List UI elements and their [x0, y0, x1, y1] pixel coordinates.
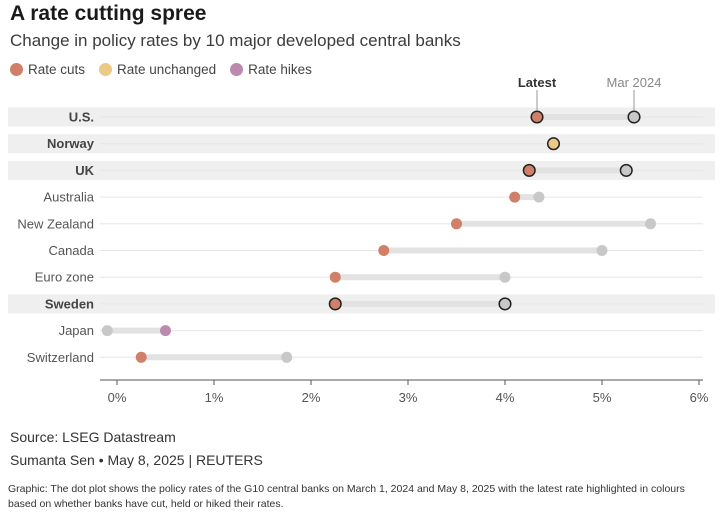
latest-annotation: Latest [518, 75, 557, 90]
previous-dot-canada [596, 245, 608, 256]
row-label-uk: UK [75, 163, 94, 178]
source-note: Source: LSEG Datastream [10, 429, 176, 445]
legend-swatch-unchanged [99, 63, 113, 76]
legend-label-cuts: Rate cuts [28, 62, 86, 77]
legend-swatch-cuts [10, 63, 23, 76]
row-label-switzerland: Switzerland [27, 350, 94, 365]
previous-dot-switzerland [281, 351, 293, 363]
legend-item-unchanged: Rate unchanged [99, 62, 216, 77]
previous-dot-australia [533, 191, 545, 203]
row-label-new-zealand: New Zealand [17, 216, 94, 231]
x-tick-label-6: 6% [690, 390, 709, 405]
x-tick-label-0: 0% [108, 390, 127, 405]
row-label-japan: Japan [59, 323, 94, 338]
latest-dot-australia [509, 191, 521, 203]
latest-dot-sweden [328, 297, 342, 311]
latest-dot-uk [522, 163, 536, 177]
previous-dot-sweden [498, 297, 512, 311]
legend-item-cuts: Rate cuts [10, 62, 85, 77]
latest-dot-new-zealand [451, 218, 462, 230]
previous-dot-new-zealand [645, 218, 656, 230]
legend-swatch-hikes [230, 63, 244, 76]
chart-subtitle: Change in policy rates by 10 major devel… [10, 31, 461, 50]
legend: Rate cuts Rate unchanged Rate hikes [10, 62, 312, 77]
latest-dot-norway [546, 137, 561, 151]
dot-plot-chart: Latest Mar 2024 U.S. Norway UK Australia New Z… [8, 75, 715, 405]
legend-label-unchanged: Rate unchanged [117, 62, 217, 77]
graphic-description: Graphic: The dot plot shows the policy r… [8, 483, 685, 510]
x-tick-label-5: 5% [593, 390, 612, 405]
row-label-norway: Norway [47, 136, 95, 151]
previous-dot-euro-zone [499, 271, 511, 283]
x-tick-label-1: 1% [205, 390, 224, 405]
legend-item-hikes: Rate hikes [230, 62, 312, 77]
row-label-u-s: U.S. [69, 110, 94, 125]
chart-title: A rate cutting spree [10, 2, 207, 25]
x-tick-label-2: 2% [302, 390, 321, 405]
latest-dot-japan [160, 325, 171, 337]
row-label-euro-zone: Euro zone [35, 270, 94, 285]
previous-dot-japan [101, 325, 113, 337]
row-label-australia: Australia [43, 190, 94, 205]
previous-dot-uk [619, 163, 633, 177]
legend-label-hikes: Rate hikes [248, 62, 312, 77]
previous-annotation: Mar 2024 [607, 75, 662, 90]
x-tick-label-4: 4% [496, 390, 515, 405]
latest-dot-switzerland [135, 351, 147, 363]
previous-dot-u-s [627, 110, 641, 124]
byline: Sumanta Sen • May 8, 2025 | REUTERS [10, 452, 263, 468]
row-label-canada: Canada [48, 243, 94, 258]
latest-dot-u-s [530, 110, 544, 124]
latest-dot-euro-zone [329, 271, 341, 283]
row-label-sweden: Sweden [45, 296, 94, 311]
latest-dot-canada [378, 245, 390, 256]
x-tick-label-3: 3% [399, 390, 418, 405]
